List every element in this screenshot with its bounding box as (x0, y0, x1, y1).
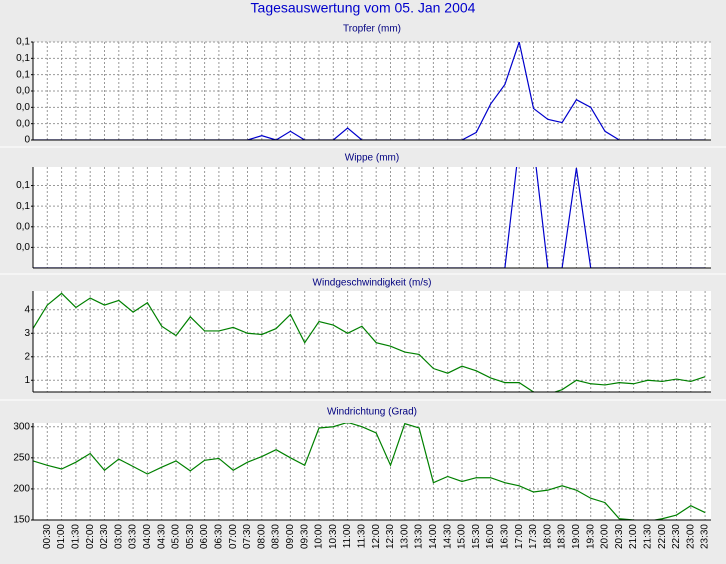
x-tick-label: 20:00 (600, 524, 611, 549)
x-tick-label: 02:30 (99, 524, 110, 549)
x-tick-label: 12:30 (385, 524, 396, 549)
x-tick-label: 18:30 (557, 524, 568, 549)
y-tick-label: 0,0 (16, 118, 30, 129)
x-tick-label: 06:30 (214, 524, 225, 549)
x-tick-label: 03:30 (128, 524, 139, 549)
x-tick-label: 09:00 (285, 524, 296, 549)
x-tick-label: 02:00 (85, 524, 96, 549)
x-tick-label: 14:00 (428, 524, 439, 549)
y-tick-label: 0,0 (16, 242, 30, 253)
x-tick-label: 14:30 (442, 524, 453, 549)
x-tick-label: 12:00 (371, 524, 382, 549)
x-tick-label: 13:00 (399, 524, 410, 549)
panel-title: Windgeschwindigkeit (m/s) (313, 278, 432, 289)
x-tick-label: 08:30 (271, 524, 282, 549)
x-tick-label: 20:30 (614, 524, 625, 549)
x-tick-label: 10:00 (314, 524, 325, 549)
x-tick-label: 22:30 (671, 524, 682, 549)
plot-area (33, 423, 711, 520)
x-tick-label: 16:00 (485, 524, 496, 549)
y-tick-label: 0,1 (16, 53, 30, 64)
data-line (33, 423, 706, 520)
x-tick-label: 21:30 (643, 524, 654, 549)
x-tick-label: 11:00 (342, 524, 353, 549)
x-tick-label: 08:00 (256, 524, 267, 549)
data-line (33, 292, 706, 392)
x-tick-label: 13:30 (414, 524, 425, 549)
x-tick-label: 04:30 (156, 524, 167, 549)
plot-area (33, 167, 711, 268)
x-tick-label: 23:30 (700, 524, 711, 549)
y-tick-label: 150 (13, 515, 30, 526)
x-tick-label: 01:30 (71, 524, 82, 549)
x-tick-label: 00:30 (42, 524, 53, 549)
x-tick-label: 17:00 (514, 524, 525, 549)
x-tick-label: 11:30 (357, 524, 368, 549)
y-tick-label: 0,1 (16, 37, 30, 48)
panel-title: Windrichtung (Grad) (327, 407, 417, 418)
y-tick-label: 0,0 (16, 102, 30, 113)
panel-title: Tropfer (mm) (343, 24, 401, 35)
x-tick-label: 21:00 (628, 524, 639, 549)
x-tick-label: 16:30 (500, 524, 511, 549)
x-tick-label: 01:00 (56, 524, 67, 549)
x-tick-label: 07:00 (228, 524, 239, 549)
y-tick-label: 0,0 (16, 86, 30, 97)
y-tick-label: 2 (24, 351, 30, 362)
y-tick-label: 3 (24, 328, 30, 339)
x-tick-label: 04:00 (142, 524, 153, 549)
y-tick-label: 0,1 (16, 201, 30, 212)
y-tick-label: 300 (13, 421, 30, 432)
x-tick-label: 17:30 (528, 524, 539, 549)
x-tick-label: 19:30 (585, 524, 596, 549)
y-tick-label: 0 (24, 135, 30, 146)
x-tick-label: 09:30 (299, 524, 310, 549)
y-tick-label: 0,1 (16, 180, 30, 191)
x-tick-label: 05:30 (185, 524, 196, 549)
data-line (33, 42, 706, 140)
x-tick-label: 05:00 (171, 524, 182, 549)
x-tick-label: 15:30 (471, 524, 482, 549)
y-tick-label: 200 (13, 484, 30, 495)
y-tick-label: 250 (13, 452, 30, 463)
y-tick-label: 1 (24, 375, 30, 386)
x-tick-label: 10:30 (328, 524, 339, 549)
panel-title: Wippe (mm) (345, 153, 399, 164)
y-tick-label: 0,1 (16, 69, 30, 80)
x-tick-label: 19:00 (571, 524, 582, 549)
x-tick-label: 07:30 (242, 524, 253, 549)
x-tick-label: 18:00 (542, 524, 553, 549)
x-tick-label: 22:00 (657, 524, 668, 549)
y-tick-label: 4 (24, 304, 30, 315)
plot-area (33, 291, 711, 392)
page-title: Tagesauswertung vom 05. Jan 2004 (251, 0, 476, 16)
x-tick-label: 15:00 (457, 524, 468, 549)
y-tick-label: 0,0 (16, 221, 30, 232)
x-tick-label: 06:00 (199, 524, 210, 549)
x-tick-label: 03:00 (113, 524, 124, 549)
x-tick-label: 23:00 (685, 524, 696, 549)
